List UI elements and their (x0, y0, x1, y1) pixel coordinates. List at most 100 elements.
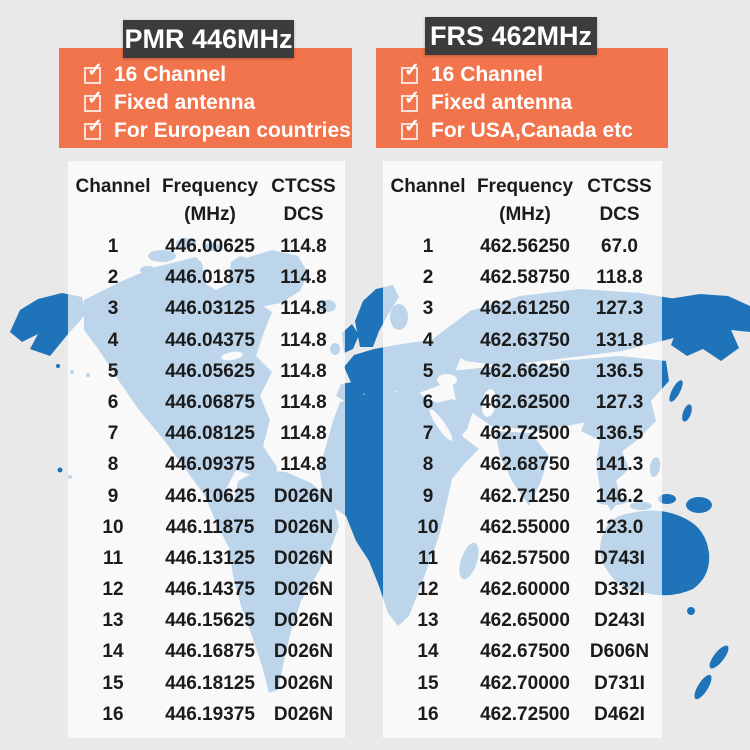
pmr-table-body: 1 446.00625 114.8 2 446.01875 114.8 3 446.03125… (68, 231, 345, 730)
frequency-cell: 446.13125 (165, 547, 255, 569)
feature-item: For European countries (84, 115, 352, 145)
ctcss-dcs-cell: 114.8 (280, 298, 327, 320)
ctcss-dcs-cell: D731I (594, 672, 645, 694)
ctcss-dcs-cell: D606N (589, 641, 650, 663)
ctcss-dcs-cell: D743I (594, 547, 645, 569)
frequency-cell: 446.14375 (165, 579, 255, 601)
ctcss-dcs-cell: 127.3 (595, 298, 644, 320)
frequency-cell: 462.56250 (480, 236, 570, 257)
ctcss-dcs-cell: 114.8 (280, 454, 327, 476)
channel-cell: 7 (422, 423, 434, 445)
table-row: 5 462.66250 136.5 (383, 356, 662, 387)
table-row: 7 446.08125 114.8 (68, 418, 345, 449)
channel-cell: 15 (417, 672, 439, 694)
ctcss-dcs-cell: D026N (273, 485, 334, 507)
channel-cell: 8 (422, 454, 434, 476)
header-frequency: Frequency (476, 176, 574, 197)
header-frequency-unit: (MHz) (499, 204, 551, 225)
island-tasmania (687, 607, 695, 615)
ctcss-dcs-cell: D243I (594, 610, 645, 632)
ctcss-dcs-cell: 114.8 (280, 391, 327, 413)
header-ctcss: CTCSS (587, 176, 652, 197)
frequency-cell: 446.11875 (165, 516, 255, 538)
feature-item: Fixed antenna (84, 87, 352, 117)
checked-checkbox-icon (84, 87, 103, 112)
ctcss-dcs-cell: D026N (273, 610, 334, 632)
frequency-cell: 462.68750 (480, 454, 570, 476)
channel-cell: 11 (102, 547, 124, 569)
ctcss-dcs-cell: D462I (594, 703, 645, 725)
table-row: 9 462.71250 146.2 (383, 481, 662, 512)
feature-label: For USA,Canada etc (431, 119, 633, 142)
table-row: 16 462.72500 D462I (383, 699, 662, 730)
ctcss-dcs-cell: 127.3 (595, 391, 644, 413)
channel-cell: 7 (107, 423, 119, 445)
frs-title-box: FRS 462MHz (425, 17, 597, 55)
table-row: 12 446.14375 D026N (68, 574, 345, 605)
table-row: 2 446.01875 114.8 (68, 262, 345, 293)
feature-item: Fixed antenna (401, 87, 668, 117)
channel-cell: 10 (102, 516, 124, 538)
channel-cell: 13 (417, 610, 439, 632)
ctcss-dcs-cell: 136.5 (595, 423, 644, 445)
table-row: 4 462.63750 131.8 (383, 325, 662, 356)
ctcss-dcs-cell: 136.5 (595, 360, 644, 382)
frequency-cell: 462.66250 (480, 360, 570, 382)
ctcss-dcs-cell: D026N (273, 672, 334, 694)
feature-label: 16 Channel (431, 63, 544, 86)
frequency-cell: 462.55000 (480, 516, 570, 538)
channel-cell: 10 (417, 516, 439, 538)
channel-cell: 9 (422, 485, 434, 507)
ctcss-dcs-cell: 114.8 (280, 360, 327, 382)
ctcss-dcs-cell: 123.0 (595, 516, 644, 538)
continent-alaska (10, 293, 86, 356)
frequency-cell: 462.65000 (480, 610, 570, 632)
channel-cell: 2 (107, 267, 119, 289)
table-row: 14 446.16875 D026N (68, 636, 345, 667)
island-japan (669, 380, 683, 402)
checked-checkbox-icon (401, 59, 420, 84)
header-channel: Channel (75, 176, 151, 197)
table-row: 6 446.06875 114.8 (68, 387, 345, 418)
frs-table-panel: Channel Frequency CTCSS (MHz) DCS 1 462.5… (383, 161, 662, 738)
ctcss-dcs-cell: D332I (594, 579, 645, 601)
table-row: 3 446.03125 114.8 (68, 293, 345, 324)
table-row: 11 462.57500 D743I (383, 543, 662, 574)
ctcss-dcs-cell: D026N (273, 547, 334, 569)
channel-cell: 9 (107, 485, 119, 507)
frequency-cell: 446.04375 (165, 329, 255, 351)
ctcss-dcs-cell: 114.8 (280, 423, 327, 445)
table-row: 5 446.05625 114.8 (68, 356, 345, 387)
table-row: 15 462.70000 D731I (383, 668, 662, 699)
frs-table-header: Channel Frequency CTCSS (MHz) DCS (383, 161, 662, 229)
checked-checkbox-icon (401, 87, 420, 112)
table-row: 2 462.58750 118.8 (383, 262, 662, 293)
island-new-zealand (709, 645, 729, 669)
table-row: 10 446.11875 D026N (68, 512, 345, 543)
frequency-cell: 446.08125 (165, 423, 255, 445)
header-channel: Channel (390, 176, 466, 197)
frs-title-text: FRS 462MHz (429, 20, 593, 51)
channel-cell: 4 (422, 329, 434, 351)
table-row: 10 462.55000 123.0 (383, 512, 662, 543)
pmr-features-panel: 16 Channel Fixed antenna For European coun… (59, 48, 352, 148)
table-row: 13 446.15625 D026N (68, 605, 345, 636)
feature-label: Fixed antenna (431, 91, 573, 114)
table-row: 8 446.09375 114.8 (68, 449, 345, 480)
channel-cell: 16 (417, 703, 439, 725)
table-row: 7 462.72500 136.5 (383, 418, 662, 449)
table-row: 4 446.04375 114.8 (68, 325, 345, 356)
frequency-cell: 446.19375 (165, 703, 255, 725)
island-uk (342, 324, 359, 353)
ctcss-dcs-cell: 114.8 (280, 236, 327, 257)
header-frequency-unit: (MHz) (184, 204, 236, 225)
feature-label: For European countries (114, 119, 351, 142)
frequency-cell: 446.16875 (165, 641, 255, 663)
frequency-cell: 446.05625 (165, 360, 255, 382)
ctcss-dcs-cell: 118.8 (596, 267, 643, 289)
frequency-cell: 462.72500 (480, 703, 570, 725)
frs-features-panel: 16 Channel Fixed antenna For USA,Canada et… (376, 48, 668, 148)
table-row: 11 446.13125 D026N (68, 543, 345, 574)
island-new-guinea (686, 497, 712, 513)
frs-feature-list: 16 Channel Fixed antenna For USA,Canada et… (376, 59, 668, 145)
